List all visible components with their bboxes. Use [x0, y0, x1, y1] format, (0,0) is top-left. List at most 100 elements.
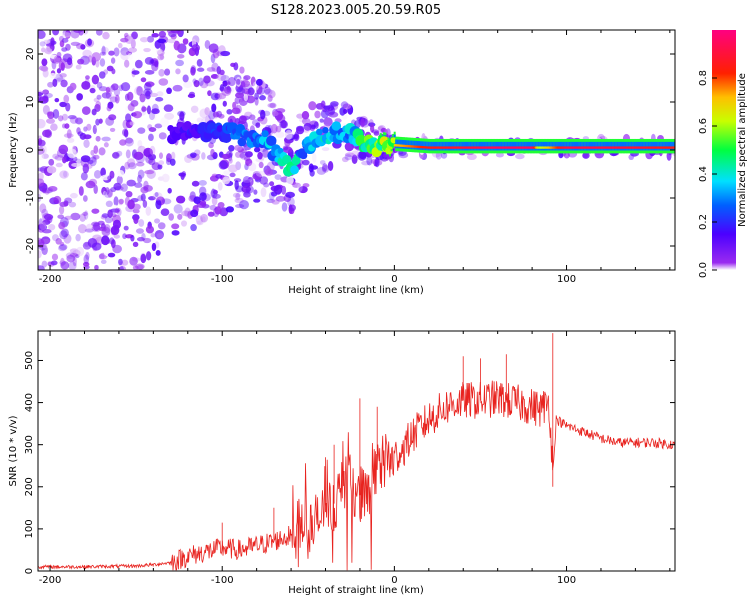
spectrogram-band-mid	[464, 141, 467, 151]
spectrogram-band-mid	[561, 141, 564, 151]
spectrogram-cell	[133, 216, 139, 224]
spectrogram-band-mid	[568, 141, 571, 151]
spectrogram-cell	[51, 253, 59, 261]
spectrogram-cell	[177, 213, 183, 220]
spectrogram-band-mid	[531, 141, 534, 151]
spectrogram-cell	[40, 65, 49, 72]
spectrogram-cell	[319, 160, 326, 165]
snr-series-line	[38, 333, 675, 571]
spectrogram-cell	[190, 209, 199, 218]
spectrogram-cell	[243, 93, 249, 102]
spectrogram-cell	[301, 117, 311, 125]
spectrogram-cell	[120, 183, 128, 192]
spectrogram-band-mid	[460, 141, 463, 151]
spectrogram-band-cell	[300, 152, 308, 160]
spectrogram-band-mid	[596, 141, 599, 151]
spectrogram-cell	[131, 70, 140, 75]
spectrogram-cell	[64, 30, 71, 39]
spectrogram-band-mid	[477, 141, 480, 151]
spectrogram-cell	[270, 123, 278, 134]
spectrogram-cell	[208, 43, 219, 53]
spectrogram-cell	[99, 58, 106, 67]
spectrogram-cell	[101, 92, 112, 99]
spectrogram-cell	[288, 204, 296, 212]
spectrogram-band-mid	[641, 141, 644, 151]
spectrogram-cell	[282, 144, 291, 151]
spectrogram-band-mid	[604, 141, 607, 151]
spectrogram-cell	[323, 117, 333, 127]
spectrogram-cell	[164, 68, 171, 76]
spectrogram-cell	[125, 113, 132, 123]
spectrogram-band-mid	[590, 141, 593, 151]
spectrogram-cell	[298, 186, 308, 194]
spectrogram-band-cell	[390, 137, 397, 144]
spectrogram-cell	[79, 213, 86, 222]
spectrogram-band-mid	[509, 141, 512, 151]
spectrogram-cell	[163, 104, 174, 112]
spectrogram-cell	[38, 265, 45, 270]
spectrogram-cell	[134, 182, 143, 188]
spectrogram-cell	[69, 252, 79, 258]
spectrogram-cell	[137, 169, 145, 179]
spectrogram-cell	[139, 36, 149, 43]
spectrogram-cell	[234, 96, 241, 104]
spectrogram-cell	[73, 30, 83, 33]
spectrogram-band-mid	[433, 141, 436, 151]
spectrogram-band-cell	[266, 135, 277, 147]
spectrogram-band-mid	[522, 141, 525, 151]
spectrogram-cell	[158, 152, 164, 159]
spectrogram-band-mid	[551, 141, 554, 151]
spectrogram-band-mid	[666, 141, 669, 151]
spectrogram-cell	[116, 175, 123, 185]
spectrogram-cell	[120, 82, 131, 92]
spectrogram-cell	[110, 225, 120, 236]
spectrogram-cell	[125, 190, 133, 198]
spectrogram-cell	[190, 65, 197, 74]
spectrogram-band-mid	[593, 141, 596, 151]
spectrogram-cell	[269, 181, 275, 187]
spectrogram-cell	[251, 119, 261, 126]
spectrogram-cell	[75, 246, 85, 257]
spectrogram-cell	[113, 47, 120, 57]
spectrogram-cell	[229, 172, 236, 178]
spectrogram-cell	[112, 244, 122, 254]
x-tick-label: 100	[557, 575, 576, 586]
spectrogram-cell	[250, 76, 256, 87]
spectrogram-band-mid	[421, 141, 424, 150]
spectrogram-band-mid	[500, 141, 503, 151]
spectrogram-cell	[145, 225, 155, 234]
spectrogram-cell	[102, 31, 110, 40]
spectrogram-cell	[285, 191, 296, 198]
spectrogram-band-mid	[609, 141, 612, 151]
spectrogram-cell	[47, 186, 58, 192]
spectrogram-band-mid	[483, 141, 486, 151]
spectrogram-band-mid	[404, 140, 407, 149]
spectrogram-band-mid	[468, 141, 471, 151]
spectrogram-cell	[64, 123, 70, 129]
spectrogram-cell	[223, 170, 231, 176]
spectrogram-cell	[190, 224, 197, 232]
spectrogram-cell	[275, 125, 282, 133]
spectrogram-cell	[212, 189, 218, 195]
spectrogram-cell	[154, 123, 163, 129]
spectrogram-cell	[41, 187, 47, 194]
spectrogram-band-mid	[570, 141, 573, 151]
spectrogram-cell	[66, 137, 75, 143]
spectrogram-cell	[344, 154, 353, 161]
spectrogram-cell	[67, 114, 77, 120]
spectrogram-cell	[207, 211, 215, 217]
spectrogram-band-mid	[412, 140, 415, 150]
spectrogram-cell	[41, 145, 47, 155]
spectrogram-cell	[50, 123, 58, 131]
spectrogram-cell	[264, 86, 271, 95]
spectrogram-cell	[85, 223, 94, 233]
spectrogram-cell	[60, 229, 68, 235]
spectrogram-cell	[110, 83, 119, 91]
spectrogram-band-mid	[554, 141, 557, 151]
spectrogram-cell	[50, 260, 58, 266]
spectrogram-band-mid	[664, 141, 667, 151]
spectrogram-cell	[91, 224, 102, 232]
spectrogram-cell	[132, 241, 139, 247]
spectrogram-cell	[216, 73, 227, 81]
spectrogram-cell	[233, 62, 239, 71]
